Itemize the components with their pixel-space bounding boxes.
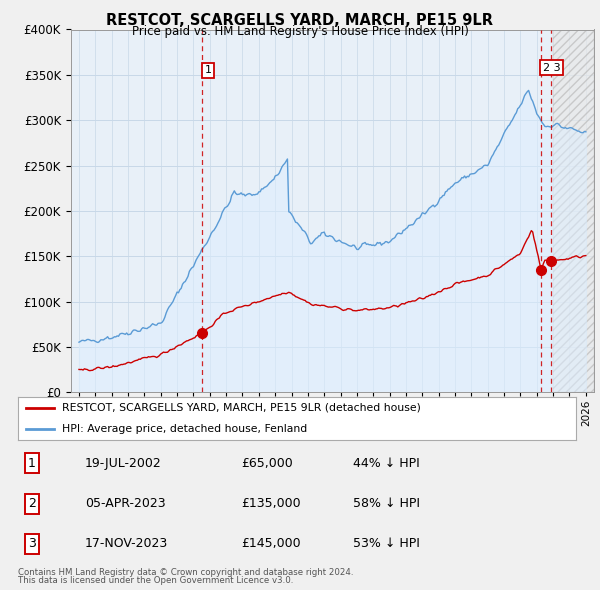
Text: 17-NOV-2023: 17-NOV-2023 xyxy=(85,537,168,550)
Text: 3: 3 xyxy=(28,537,36,550)
Text: Contains HM Land Registry data © Crown copyright and database right 2024.: Contains HM Land Registry data © Crown c… xyxy=(18,568,353,577)
Text: This data is licensed under the Open Government Licence v3.0.: This data is licensed under the Open Gov… xyxy=(18,576,293,585)
Text: 1: 1 xyxy=(28,457,36,470)
Text: £65,000: £65,000 xyxy=(241,457,293,470)
Text: 44% ↓ HPI: 44% ↓ HPI xyxy=(353,457,419,470)
Text: RESTCOT, SCARGELLS YARD, MARCH, PE15 9LR (detached house): RESTCOT, SCARGELLS YARD, MARCH, PE15 9LR… xyxy=(62,403,421,412)
Text: 2 3: 2 3 xyxy=(542,63,560,73)
Bar xyxy=(553,30,594,392)
Text: Price paid vs. HM Land Registry's House Price Index (HPI): Price paid vs. HM Land Registry's House … xyxy=(131,25,469,38)
Text: 1: 1 xyxy=(205,65,212,76)
Text: 19-JUL-2002: 19-JUL-2002 xyxy=(85,457,162,470)
Text: £145,000: £145,000 xyxy=(241,537,301,550)
Text: 05-APR-2023: 05-APR-2023 xyxy=(85,497,166,510)
Text: HPI: Average price, detached house, Fenland: HPI: Average price, detached house, Fenl… xyxy=(62,424,307,434)
Text: 58% ↓ HPI: 58% ↓ HPI xyxy=(353,497,420,510)
Text: 2: 2 xyxy=(28,497,36,510)
Bar xyxy=(553,30,594,392)
Text: 53% ↓ HPI: 53% ↓ HPI xyxy=(353,537,419,550)
Text: £135,000: £135,000 xyxy=(241,497,301,510)
Text: RESTCOT, SCARGELLS YARD, MARCH, PE15 9LR: RESTCOT, SCARGELLS YARD, MARCH, PE15 9LR xyxy=(107,13,493,28)
